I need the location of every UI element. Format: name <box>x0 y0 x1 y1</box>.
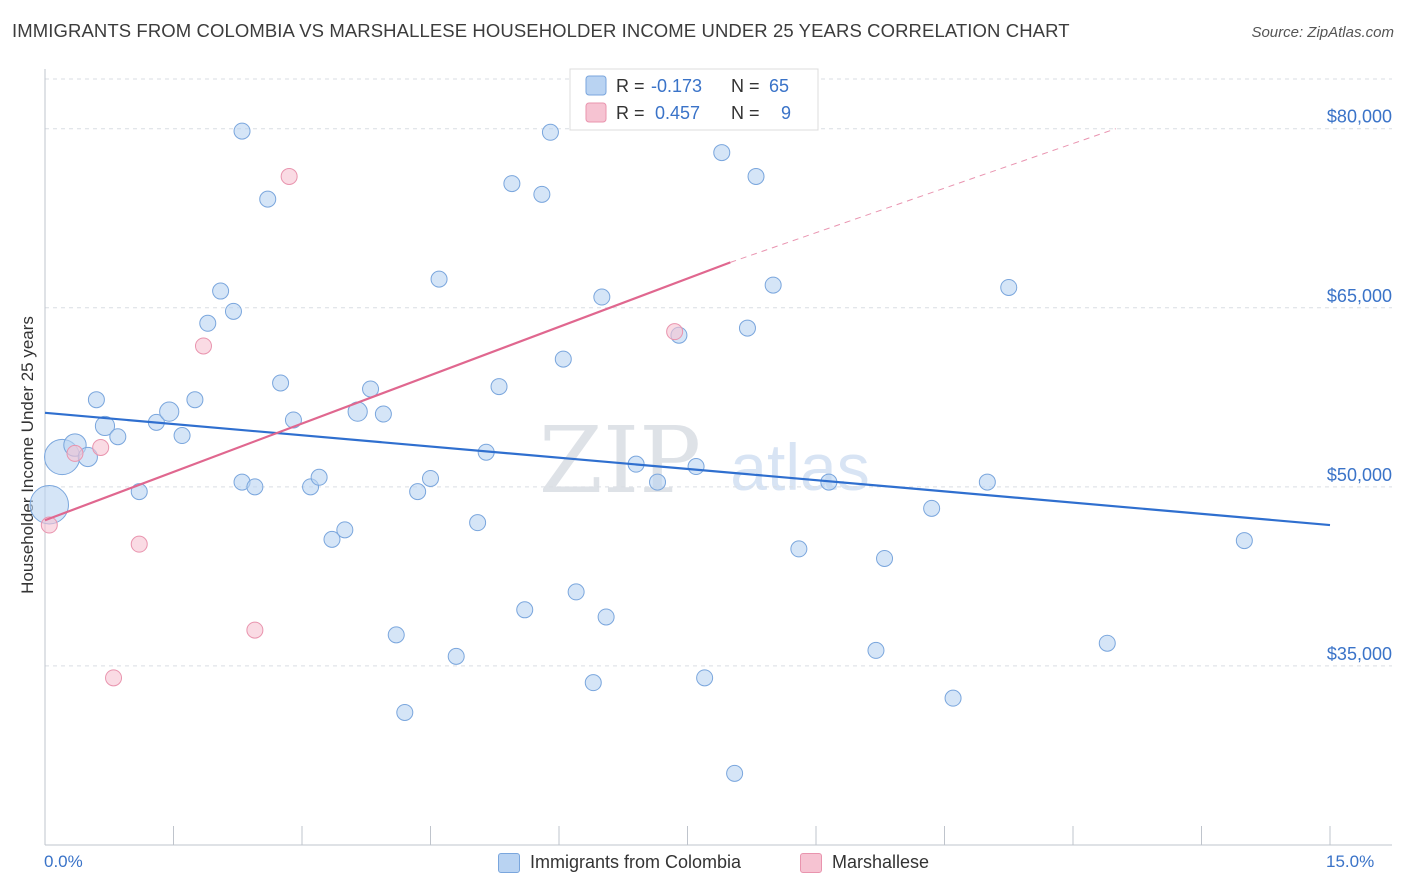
point-blue <box>567 583 585 601</box>
point-blue <box>1235 532 1253 550</box>
point-blue <box>409 483 427 501</box>
point-blue <box>130 483 148 501</box>
stats-pink-swatch <box>585 102 607 123</box>
legend-swatch-blue <box>498 852 520 873</box>
point-blue <box>284 411 302 429</box>
legend-item-colombia: Immigrants from Colombia <box>498 852 741 873</box>
point-blue <box>447 647 465 665</box>
legend-label-colombia: Immigrants from Colombia <box>530 852 742 872</box>
legend-item-marshallese: Marshallese <box>800 852 929 873</box>
point-blue <box>422 469 439 487</box>
point-blue <box>374 405 392 423</box>
point-pink <box>194 337 212 355</box>
point-blue <box>272 374 290 392</box>
x-tick-label-max: 15.0% <box>1326 852 1375 871</box>
point-blue <box>246 478 264 496</box>
source-label: Source: ZipAtlas.com <box>1251 24 1394 41</box>
point-blue <box>109 428 127 446</box>
x-tick-label-min: 0.0% <box>44 852 83 871</box>
point-pink <box>130 535 148 553</box>
grid-layer <box>45 78 1392 667</box>
trend-line-pink <box>44 261 731 522</box>
point-blue <box>503 175 521 193</box>
trend-layer <box>44 128 1331 527</box>
point-blue <box>94 415 116 437</box>
point-blue <box>516 601 534 619</box>
watermark-atlas: atlas <box>730 430 869 504</box>
point-blue <box>310 468 328 486</box>
stats-pink-n-value: 9 <box>781 103 791 123</box>
point-blue <box>747 167 765 185</box>
point-blue <box>259 190 277 208</box>
point-blue <box>726 764 744 782</box>
point-blue <box>923 499 941 517</box>
stats-legend-box: R = -0.173 N = 65 R = 0.457 N = 9 <box>569 68 819 131</box>
stats-pink-n-label: N = <box>731 103 760 123</box>
stats-blue-n-value: 65 <box>769 76 789 96</box>
stats-blue-n-label: N = <box>731 76 760 96</box>
legend-swatch-pink <box>800 852 822 873</box>
watermark-zip: ZIP <box>539 407 701 514</box>
point-blue <box>387 626 405 644</box>
stats-pink-r-label: R = <box>616 103 645 123</box>
stats-blue-swatch <box>585 75 607 96</box>
legend-label-marshallese: Marshallese <box>832 852 930 872</box>
point-blue <box>87 391 105 409</box>
point-blue <box>469 514 487 532</box>
point-blue <box>687 458 705 476</box>
point-blue <box>396 703 414 721</box>
trend-line-pink-extension <box>730 128 1116 263</box>
y-tick-labels: $35,000 $50,000 $65,000 $80,000 <box>1327 107 1392 664</box>
point-blue <box>978 473 996 491</box>
point-blue <box>159 401 180 422</box>
point-blue <box>1000 278 1018 296</box>
point-blue <box>336 521 354 539</box>
stats-pink-r-value: 0.457 <box>655 103 700 123</box>
point-blue <box>430 270 448 288</box>
point-blue <box>867 641 885 659</box>
point-pink <box>40 516 58 534</box>
point-pink <box>666 323 684 341</box>
point-blue <box>649 473 667 491</box>
point-blue <box>541 123 559 141</box>
point-blue <box>944 689 962 707</box>
chart-title: IMMIGRANTS FROM COLOMBIA VS MARSHALLESE … <box>12 20 1070 41</box>
y-tick-label: $65,000 <box>1327 286 1392 306</box>
point-blue <box>876 549 894 567</box>
axis-layer <box>44 69 1392 846</box>
point-blue <box>696 669 714 687</box>
trend-line-blue <box>44 411 1331 527</box>
point-blue <box>199 314 217 332</box>
point-blue <box>173 427 191 445</box>
point-blue <box>790 540 808 558</box>
point-blue <box>533 185 551 203</box>
point-blue <box>186 391 204 409</box>
point-pink <box>246 621 264 639</box>
point-blue <box>713 144 731 162</box>
point-blue <box>764 276 782 294</box>
point-pink <box>280 167 298 185</box>
point-pink <box>105 669 123 687</box>
y-tick-label: $50,000 <box>1327 465 1392 485</box>
point-blue <box>1098 634 1116 652</box>
y-tick-label: $35,000 <box>1327 644 1392 664</box>
stats-blue-r-label: R = <box>616 76 645 96</box>
point-blue <box>323 530 341 548</box>
point-blue <box>593 288 611 306</box>
point-blue <box>584 674 602 692</box>
y-tick-label: $80,000 <box>1327 107 1392 127</box>
point-blue <box>233 122 251 140</box>
point-pink <box>66 444 84 462</box>
point-blue <box>490 378 508 396</box>
point-blue <box>554 350 572 368</box>
point-blue <box>224 302 242 320</box>
point-blue <box>212 282 230 300</box>
point-blue <box>597 608 615 626</box>
point-pink <box>92 438 110 456</box>
point-blue <box>738 319 756 337</box>
stats-blue-r-value: -0.173 <box>651 76 702 96</box>
